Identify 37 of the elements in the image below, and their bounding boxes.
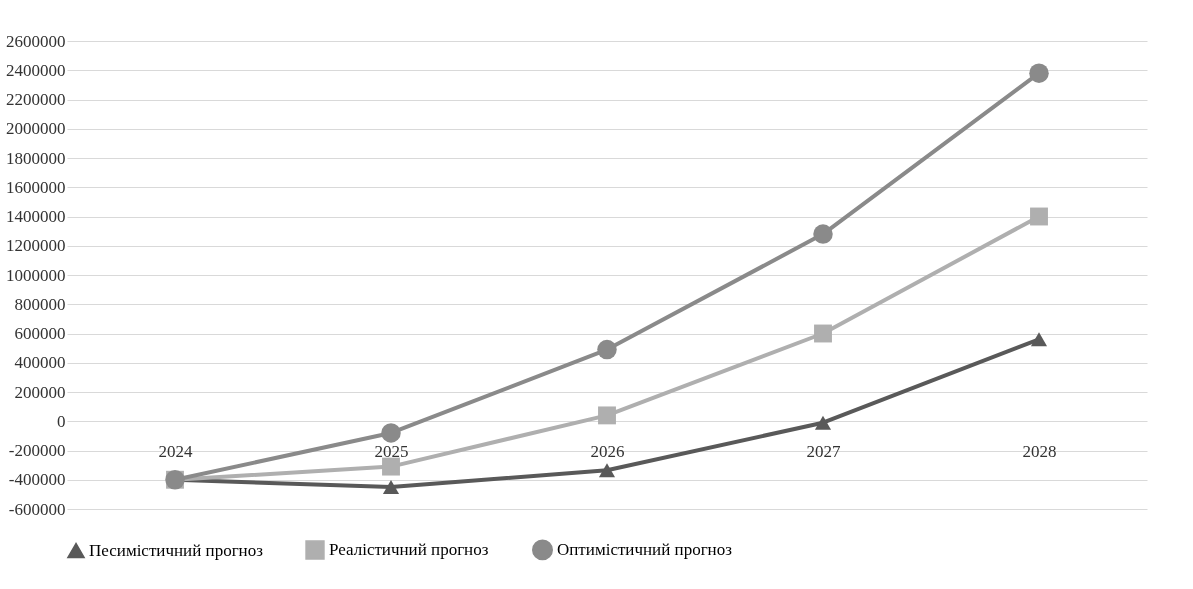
y-tick-label: 200000	[14, 382, 66, 402]
x-tick-label: 2028	[1022, 441, 1057, 461]
point	[1030, 332, 1048, 347]
x-tick-label: 2024	[158, 441, 193, 461]
y-tick-label: 1800000	[6, 148, 66, 168]
y-tick-label: 1600000	[6, 177, 66, 197]
y-tick-label: -400000	[8, 470, 66, 490]
point	[598, 463, 616, 478]
y-tick-label: 800000	[14, 294, 66, 314]
point	[382, 480, 400, 495]
point	[1030, 207, 1048, 226]
y-tick-label: 1000000	[6, 265, 66, 285]
y-tick-label: -200000	[8, 441, 66, 460]
point	[813, 224, 833, 244]
y-tick-label: -600000	[8, 499, 66, 519]
y-tick-label: 2600000	[6, 31, 66, 51]
y-tick-label: 400000	[14, 353, 66, 373]
legend-label: Оптимістичний прогноз	[557, 539, 733, 559]
point	[1029, 63, 1049, 83]
point	[597, 339, 617, 360]
y-tick-label: 2400000	[6, 60, 66, 80]
point	[814, 324, 832, 343]
legend-label: Песимістичний прогноз	[89, 540, 264, 560]
point	[382, 457, 400, 476]
x-tick-label: 2025	[374, 441, 409, 461]
y-tick-label: 1400000	[6, 207, 66, 226]
x-tick-label: 2026	[590, 441, 625, 461]
y-tick-label: 600000	[14, 324, 66, 343]
point	[381, 423, 401, 443]
point	[814, 415, 832, 430]
y-tick-label: 0	[57, 411, 66, 431]
point	[598, 406, 616, 425]
x-tick-label: 2027	[806, 441, 841, 461]
y-tick-label: 2200000	[6, 90, 66, 109]
y-tick-label: 2000000	[6, 119, 66, 139]
legend-label: Реалістичний прогноз	[329, 540, 489, 560]
y-tick-label: 1200000	[6, 236, 66, 256]
